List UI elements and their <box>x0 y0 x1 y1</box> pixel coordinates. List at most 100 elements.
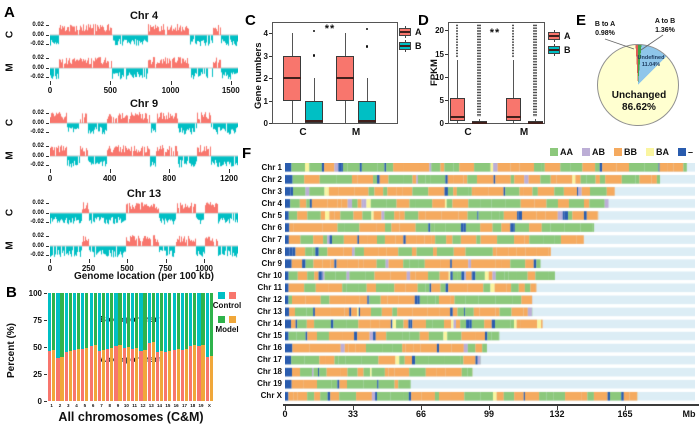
chromosome-title: Chr 9 <box>129 98 159 110</box>
panel-c-label: C <box>245 12 256 29</box>
stacked-bar-a-compartment <box>106 349 110 401</box>
chromosome-row-label: Chr 4 <box>261 198 282 208</box>
y-tick <box>445 76 448 78</box>
stacked-bar-a-compartment <box>197 345 201 401</box>
stacked-bar-b-compartment <box>93 293 97 345</box>
stacked-bar-a-compartment <box>164 352 168 401</box>
x-category-label: 5 <box>83 403 87 408</box>
x-tick-label: 750 <box>158 264 173 273</box>
x-tick-label: 132 <box>549 409 565 419</box>
stacked-bar-b-compartment <box>155 293 160 353</box>
x-tick-label: 500 <box>120 264 134 273</box>
chromosome-row-label: Chr 3 <box>261 186 282 196</box>
y-tick <box>46 255 49 256</box>
y-tick-label: 0.02 <box>32 200 44 206</box>
x-category-label: 12 <box>140 403 146 408</box>
y-tick <box>46 132 49 133</box>
y-tick <box>46 155 49 157</box>
y-tick-label: 1 <box>263 96 268 106</box>
chromosome-row-label: Chr 12 <box>257 295 282 305</box>
y-tick <box>46 67 49 69</box>
panel-f-label: F <box>242 145 252 162</box>
legend-label: Model <box>215 325 239 334</box>
x-category-label: 11 <box>132 403 138 408</box>
panel-e-label: E <box>576 12 587 29</box>
stacked-bar-b-compartment <box>81 293 85 350</box>
y-tick-label: 5 <box>439 95 444 105</box>
chromosome-row-label: Chr 9 <box>261 258 282 268</box>
stacked-bar-a-compartment <box>126 347 130 401</box>
y-tick <box>46 113 49 114</box>
legend-label: BB <box>624 147 637 157</box>
stacked-bar-a-compartment <box>155 352 160 401</box>
x-tick-label: 0 <box>47 86 53 95</box>
x-category-label: 16 <box>173 403 179 408</box>
stacked-bar-b-compartment <box>131 293 135 350</box>
y-tick <box>46 44 49 45</box>
stacked-bar-b-compartment <box>106 293 110 350</box>
chromosome-title: Chr 4 <box>129 10 159 22</box>
x-category-label: 19 <box>198 403 204 408</box>
stacked-bar-b-compartment <box>76 293 81 350</box>
stacked-bar-a-compartment <box>101 350 106 401</box>
x-category-label: 14 <box>157 403 163 408</box>
stacked-bar-b-compartment <box>110 293 114 349</box>
stacked-bar-b-compartment <box>205 293 209 357</box>
y-tick-label: 0.02 <box>32 233 44 239</box>
stacked-bar-a-compartment <box>97 351 102 401</box>
legend-label: – <box>688 147 694 157</box>
chromosome-row-label: Chr 18 <box>257 367 282 377</box>
stacked-bar-b-compartment <box>56 293 60 358</box>
y-tick <box>269 55 272 57</box>
pie-slice-value: 11.04% <box>641 61 661 68</box>
y-tick <box>44 347 47 348</box>
x-tick <box>50 169 51 173</box>
compartment-track-canvas <box>50 111 238 135</box>
stacked-bar-a-compartment <box>72 350 77 401</box>
stacked-bar-a-compartment <box>159 351 164 401</box>
legend-glyph-whisker <box>404 26 406 28</box>
chromosome-title: Chr 13 <box>126 188 162 200</box>
pie-leader-lines <box>604 34 664 51</box>
legend-glyph-whisker <box>553 54 555 56</box>
x-category-label: 2 <box>58 403 62 408</box>
stacked-bar-b-compartment <box>85 293 89 349</box>
stacked-bar-a-compartment <box>81 349 85 401</box>
legend-swatch <box>678 148 686 156</box>
median-line <box>471 121 487 124</box>
x-tick <box>420 406 423 410</box>
pie-callout-a-to-b: A to B 1.36% <box>643 18 687 36</box>
stacked-bar-b-compartment <box>72 293 77 351</box>
x-tick-label: 99 <box>483 409 494 419</box>
x-tick <box>556 406 559 410</box>
y-tick <box>445 123 448 124</box>
x-category-label: 13 <box>148 403 154 408</box>
y-tick-label: 0.02 <box>32 143 44 149</box>
stacked-bar-a-compartment <box>201 344 205 401</box>
y-tick-label: 100 <box>28 289 42 298</box>
stacked-bar-a-compartment <box>122 348 126 401</box>
stacked-bar-b-compartment <box>126 293 130 347</box>
chromosome-row-label: Chr 6 <box>261 222 282 232</box>
stacked-bar-a-compartment <box>189 345 193 401</box>
stacked-bar-b-compartment <box>97 293 102 352</box>
y-tick-label: -0.02 <box>30 41 44 47</box>
y-tick-label: 0 <box>263 119 268 128</box>
panel-d-label: D <box>418 12 429 29</box>
x-tick <box>204 259 206 263</box>
legend-glyph-whisker <box>553 40 555 42</box>
panel-b-label: B <box>6 284 17 301</box>
legend-glyph-whisker <box>404 50 406 52</box>
chromosome-row-label: Chr 7 <box>261 234 282 244</box>
pie-callout-b-to-a: B to A 0.98% <box>583 21 627 39</box>
stacked-bar-a-compartment <box>64 352 68 401</box>
stacked-bar-a-compartment <box>85 348 89 401</box>
x-tick <box>230 81 232 85</box>
stacked-bar-a-compartment <box>143 350 147 401</box>
chromosome-ideogram-canvas <box>285 163 695 406</box>
stacked-bar-b-compartment <box>118 293 122 345</box>
y-tick-label: -0.02 <box>30 219 44 225</box>
y-tick-label: 0.00 <box>32 31 44 38</box>
x-tick-label: 33 <box>347 409 358 419</box>
y-tick-label: 0.00 <box>32 152 44 159</box>
